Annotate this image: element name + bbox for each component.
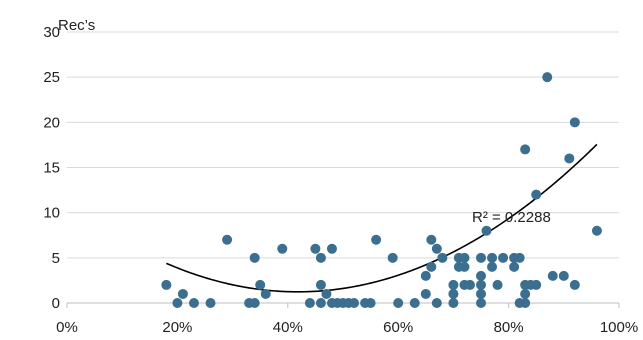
data-point xyxy=(161,279,172,290)
data-point xyxy=(420,288,431,299)
data-point xyxy=(437,252,448,263)
data-point xyxy=(326,243,337,254)
data-point xyxy=(310,243,321,254)
data-point xyxy=(564,153,575,164)
data-point xyxy=(459,261,470,272)
data-point xyxy=(492,279,503,290)
data-point xyxy=(481,225,492,236)
data-point xyxy=(448,288,459,299)
data-point xyxy=(514,252,525,263)
data-point xyxy=(409,298,420,308)
x-tick-label: 80% xyxy=(494,319,524,336)
data-point xyxy=(476,298,486,308)
data-point xyxy=(393,298,404,308)
x-tick-label: 0% xyxy=(56,319,78,336)
data-point xyxy=(476,270,486,281)
data-point xyxy=(547,270,558,281)
data-point xyxy=(365,298,376,308)
y-tick-label: 15 xyxy=(43,160,60,177)
data-point xyxy=(172,298,183,308)
data-point xyxy=(520,288,531,299)
data-point xyxy=(371,234,382,245)
data-point xyxy=(349,298,360,308)
data-point xyxy=(177,288,188,299)
trendline-group xyxy=(166,143,598,293)
y-axis-title: Rec’s xyxy=(58,17,95,34)
data-point xyxy=(498,252,509,263)
data-points xyxy=(161,72,602,308)
data-point xyxy=(569,279,580,290)
data-point xyxy=(520,298,531,308)
data-point xyxy=(531,279,542,290)
data-point xyxy=(558,270,569,281)
data-point xyxy=(420,270,431,281)
data-point xyxy=(188,298,199,308)
data-point xyxy=(509,261,520,272)
data-point xyxy=(476,288,486,299)
tick-labels: 0 5 10 15 20 25 30 0% 20% 40% 60% 80% 100% xyxy=(43,24,638,336)
data-point xyxy=(542,72,553,83)
data-point xyxy=(426,261,437,272)
y-tick-label: 20 xyxy=(43,114,60,131)
x-tick-label: 60% xyxy=(383,319,413,336)
y-tick-label: 10 xyxy=(43,205,60,222)
data-point xyxy=(448,298,459,308)
y-tick-label: 30 xyxy=(43,24,60,41)
x-tick-label: 40% xyxy=(273,319,303,336)
data-point xyxy=(315,279,326,290)
x-tick-label: 100% xyxy=(600,319,638,336)
data-point xyxy=(464,279,475,290)
data-point xyxy=(304,298,315,308)
data-point xyxy=(205,298,216,308)
data-point xyxy=(426,234,437,245)
data-point xyxy=(315,252,326,263)
trendline xyxy=(166,143,598,293)
y-tick-label: 0 xyxy=(52,295,60,312)
data-point xyxy=(459,252,470,263)
data-point xyxy=(431,243,442,254)
data-point xyxy=(255,279,266,290)
data-point xyxy=(249,252,260,263)
data-point xyxy=(520,144,531,155)
data-point xyxy=(222,234,233,245)
data-point xyxy=(321,288,332,299)
data-point xyxy=(591,225,602,236)
y-tick-label: 5 xyxy=(52,250,60,267)
data-point xyxy=(431,298,442,308)
data-point xyxy=(569,117,580,128)
data-point xyxy=(531,189,542,200)
data-point xyxy=(315,298,326,308)
data-point xyxy=(387,252,398,263)
data-point xyxy=(260,288,271,299)
data-point xyxy=(476,252,486,263)
data-point xyxy=(277,243,288,254)
y-tick-label: 25 xyxy=(43,69,60,86)
data-point xyxy=(487,252,498,263)
data-point xyxy=(249,298,260,308)
data-point xyxy=(476,279,486,290)
data-point xyxy=(448,279,459,290)
r-squared-annotation: R² = 0.2288 xyxy=(472,209,551,226)
gridlines xyxy=(67,31,619,259)
x-tick-label: 20% xyxy=(162,319,192,336)
data-point xyxy=(487,261,498,272)
